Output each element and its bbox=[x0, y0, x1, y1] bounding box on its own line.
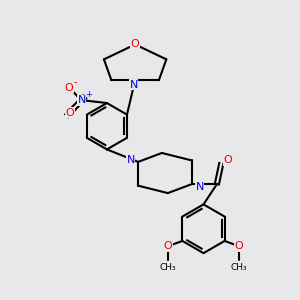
Text: O: O bbox=[235, 241, 243, 251]
Text: -: - bbox=[74, 77, 77, 87]
Text: +: + bbox=[85, 90, 92, 99]
Text: O: O bbox=[224, 155, 232, 165]
Text: N: N bbox=[127, 155, 135, 165]
Text: O: O bbox=[131, 40, 140, 50]
Text: O: O bbox=[164, 241, 172, 251]
Text: N: N bbox=[77, 95, 86, 105]
Text: N: N bbox=[130, 80, 138, 90]
Text: N: N bbox=[195, 182, 204, 192]
Text: CH₃: CH₃ bbox=[231, 262, 247, 272]
Text: O: O bbox=[65, 82, 74, 93]
Text: CH₃: CH₃ bbox=[160, 262, 176, 272]
Text: O: O bbox=[65, 108, 74, 118]
